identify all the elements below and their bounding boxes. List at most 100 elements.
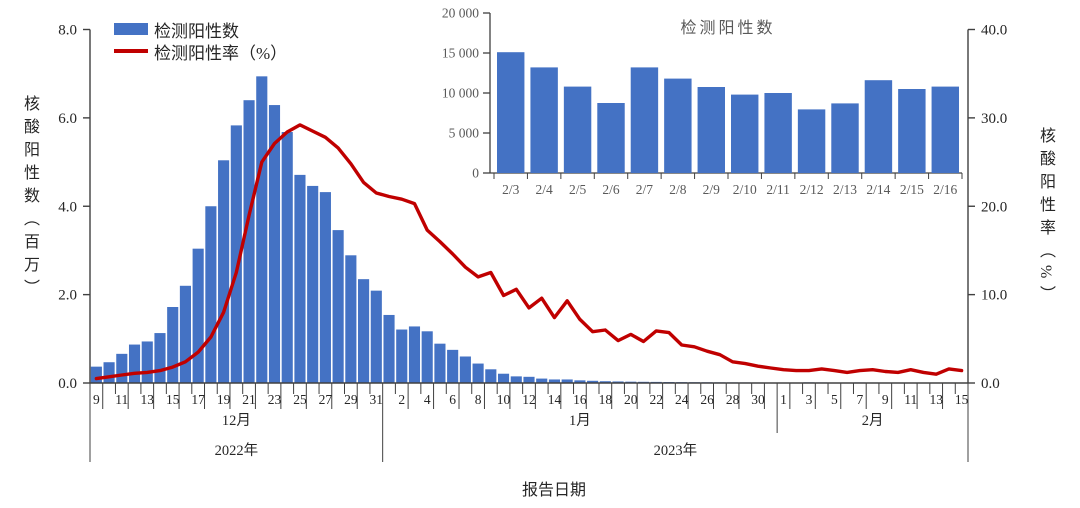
- bar-12/20: [230, 125, 242, 383]
- day-tick-label: 17: [191, 392, 205, 407]
- bar-1/8: [472, 363, 484, 383]
- day-tick-label: 24: [675, 392, 689, 407]
- year-label-2022: 2022年: [215, 442, 259, 459]
- day-tick-label: 23: [268, 392, 282, 407]
- inset-category-label: 2/7: [636, 182, 654, 197]
- day-tick-label: 29: [344, 392, 358, 407]
- inset-bar-2/8: [664, 78, 692, 173]
- inset-category-label: 2/3: [502, 182, 520, 197]
- day-tick-label: 9: [882, 392, 889, 407]
- left-tick-label: 6.0: [58, 111, 77, 127]
- positive-rate-line: [94, 123, 964, 381]
- inset-category-label: 2/5: [569, 182, 587, 197]
- bar-1/10: [497, 373, 510, 383]
- bar-12/19: [218, 160, 230, 383]
- day-tick-label: 27: [319, 392, 333, 407]
- bar-12/13: [141, 341, 153, 383]
- day-tick-label: 21: [242, 392, 256, 407]
- day-tick-label: 10: [497, 392, 511, 407]
- legend-item-positive-count: 检测阳性数: [114, 18, 344, 41]
- inset-bar-2/4: [530, 67, 558, 173]
- month-label: 2月: [862, 413, 884, 429]
- day-tick-label: 15: [955, 392, 969, 407]
- bar-12/15: [167, 307, 179, 383]
- line-series-swatch: [114, 49, 148, 53]
- right-tick-label: 20.0: [981, 199, 1007, 215]
- day-tick-label: 15: [166, 392, 180, 407]
- inset-category-label: 2/8: [669, 182, 687, 197]
- bar-1/14: [548, 379, 561, 383]
- day-tick-label: 20: [624, 392, 638, 407]
- bar-12/30: [358, 279, 370, 383]
- bar-12/31: [370, 290, 382, 383]
- month-label: 1月: [569, 413, 591, 429]
- inset-category-label: 2/11: [766, 182, 790, 197]
- bar-12/10: [103, 362, 115, 383]
- bar-1/5: [434, 343, 446, 383]
- day-tick-label: 19: [217, 392, 231, 407]
- bar-1/3: [408, 326, 421, 383]
- legend-label-positive-rate: 检测阳性率（%）: [154, 43, 288, 63]
- day-tick-label: 13: [929, 392, 943, 407]
- bar-1/1: [383, 314, 395, 383]
- main-axis-labels: 8.06.04.02.00.040.030.020.010.00.09 11 13 1…: [58, 23, 1007, 460]
- inset-category-label: 2/16: [933, 182, 957, 197]
- bar-12/22: [256, 76, 268, 383]
- rate-polyline: [94, 123, 964, 381]
- inset-ytick-label: 15 000: [442, 46, 479, 61]
- bar-1/4: [421, 331, 433, 383]
- bar-12/21: [243, 100, 255, 383]
- inset-ytick-label: 20 000: [442, 6, 479, 21]
- bar-12/11: [116, 353, 128, 383]
- day-tick-label: 28: [726, 392, 740, 407]
- main-axes: [83, 28, 975, 462]
- day-tick-label: 26: [700, 392, 714, 407]
- day-tick-label: 6: [449, 392, 456, 407]
- bar-1/17: [587, 380, 599, 383]
- left-axis-title: 核酸阳性数（百万）: [21, 94, 38, 302]
- day-tick-label: 18: [599, 392, 613, 407]
- bar-1/6: [447, 349, 459, 383]
- day-tick-label: 1: [780, 392, 787, 407]
- bar-1/11: [510, 376, 522, 383]
- day-tick-label: 2: [398, 392, 405, 407]
- positive-count-bars: [90, 76, 968, 383]
- bar-12/17: [192, 248, 204, 383]
- bar-12/27: [319, 192, 331, 383]
- inset-bar-2/11: [764, 93, 792, 173]
- left-tick-label: 0.0: [58, 376, 77, 392]
- legend-label-positive-count: 检测阳性数: [154, 21, 239, 41]
- day-tick-label: 4: [424, 392, 431, 407]
- inset-ytick-label: 5 000: [449, 126, 480, 141]
- right-tick-label: 30.0: [981, 111, 1007, 127]
- inset-category-label: 2/6: [602, 182, 620, 197]
- inset-category-label: 2/10: [733, 182, 757, 197]
- right-tick-label: 0.0: [981, 376, 1000, 392]
- inset-bar-2/9: [697, 87, 725, 173]
- bar-1/2: [396, 329, 408, 383]
- bar-1/15: [561, 379, 573, 383]
- bar-1/9: [485, 369, 497, 383]
- right-tick-label: 40.0: [981, 23, 1007, 39]
- bar-series-swatch: [114, 23, 148, 35]
- day-tick-label: 31: [370, 392, 384, 407]
- day-tick-label: 14: [548, 392, 562, 407]
- legend: 检测阳性数 检测阳性率（%）: [114, 18, 344, 63]
- day-tick-label: 16: [573, 392, 587, 407]
- day-tick-label: 9: [93, 392, 100, 407]
- bar-12/14: [154, 333, 166, 383]
- inset-bar-2/10: [731, 94, 759, 173]
- year-label-2023: 2023年: [654, 442, 698, 459]
- bar-12/28: [332, 230, 344, 383]
- inset-bar-2/6: [597, 103, 625, 173]
- inset-bar-2/3: [497, 52, 525, 174]
- day-tick-label: 11: [115, 392, 128, 407]
- inset-bar-2/5: [563, 86, 592, 173]
- day-tick-label: 11: [904, 392, 917, 407]
- bar-12/18: [205, 206, 217, 383]
- day-tick-label: 22: [649, 392, 663, 407]
- left-tick-label: 4.0: [58, 199, 77, 215]
- inset-bar-2/16: [931, 86, 959, 173]
- day-tick-label: 30: [751, 392, 765, 407]
